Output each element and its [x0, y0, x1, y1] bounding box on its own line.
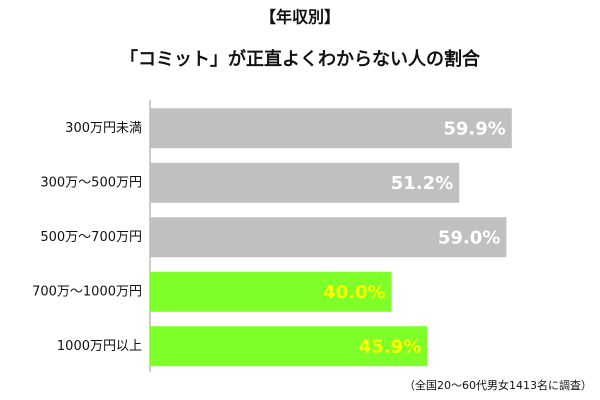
bar [150, 162, 460, 203]
value-label: 45.9% [359, 336, 421, 357]
category-label: 300万～500万円 [40, 175, 142, 190]
bar [150, 271, 392, 312]
value-label: 59.0% [438, 227, 500, 248]
bar [150, 108, 512, 149]
value-label: 51.2% [391, 173, 453, 194]
category-label: 500万～700万円 [40, 230, 142, 245]
value-label: 40.0% [323, 282, 385, 303]
bar [150, 217, 507, 258]
category-label: 700万～1000万円 [32, 284, 142, 299]
bar [150, 326, 428, 367]
chart-subtitle: 「コミット」が正直よくわからない人の割合 [120, 48, 481, 70]
category-label: 300万円未満 [65, 121, 142, 136]
category-label: 1000万円以上 [57, 339, 142, 354]
value-label: 59.9% [443, 118, 505, 139]
note: （全国20～60代男女1413名に調査） [404, 378, 592, 392]
chart-title: 【年収別】 [260, 8, 340, 27]
